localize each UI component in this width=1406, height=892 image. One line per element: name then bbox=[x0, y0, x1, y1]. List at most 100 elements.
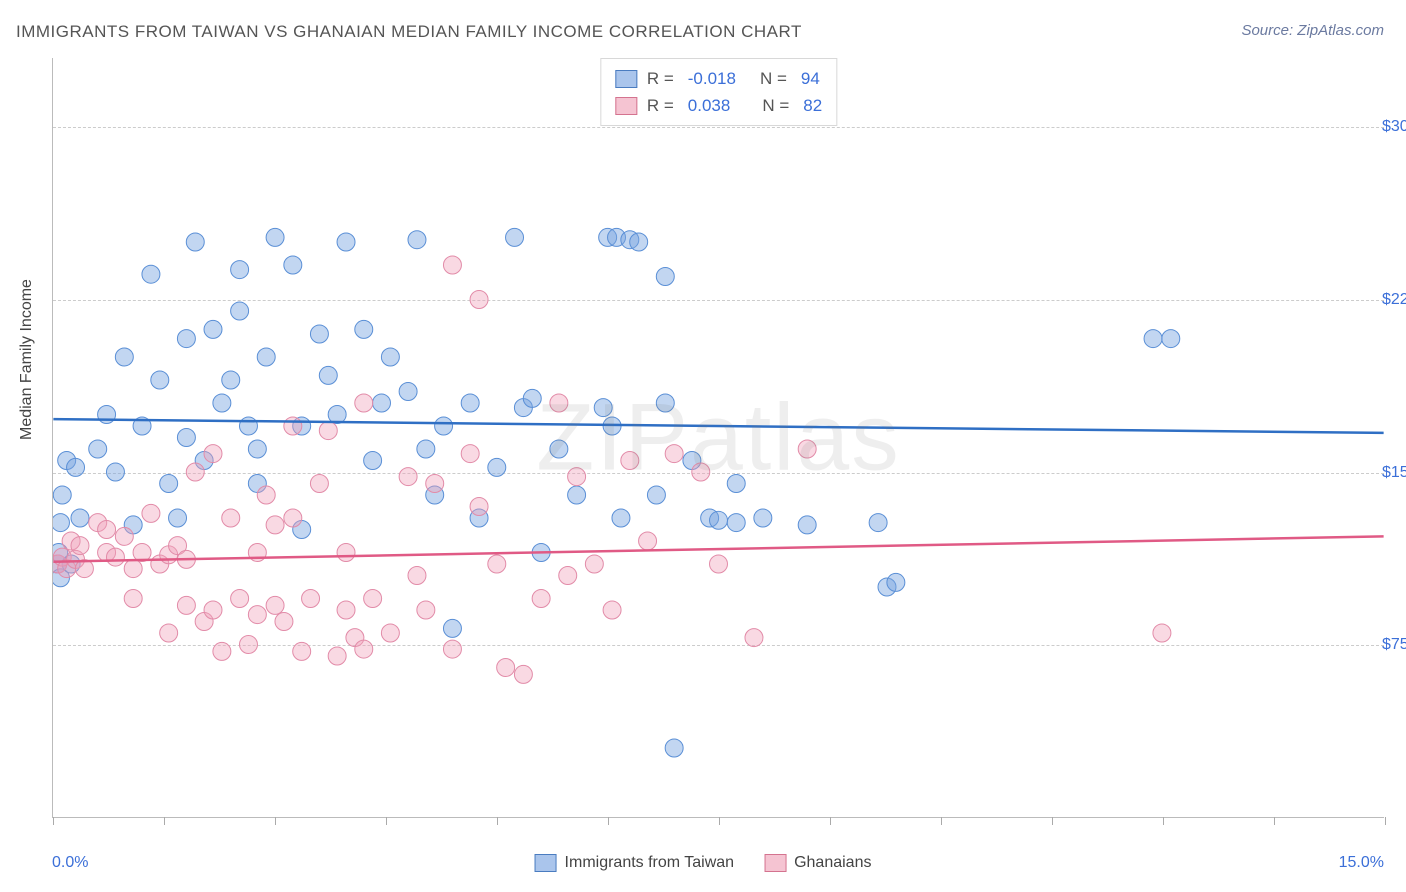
y-axis-label: Median Family Income bbox=[18, 279, 36, 440]
scatter-point bbox=[754, 509, 772, 527]
scatter-point bbox=[470, 498, 488, 516]
scatter-point bbox=[364, 590, 382, 608]
scatter-point bbox=[585, 555, 603, 573]
scatter-point bbox=[798, 516, 816, 534]
legend-stats-row-2: R =0.038 N =82 bbox=[615, 92, 822, 119]
scatter-point bbox=[328, 647, 346, 665]
scatter-point bbox=[319, 366, 337, 384]
scatter-point bbox=[727, 514, 745, 532]
scatter-point bbox=[630, 233, 648, 251]
scatter-point bbox=[67, 458, 85, 476]
x-tick bbox=[830, 817, 831, 825]
scatter-point bbox=[364, 452, 382, 470]
scatter-point bbox=[408, 567, 426, 585]
scatter-point bbox=[106, 463, 124, 481]
legend-item-1: Immigrants from Taiwan bbox=[535, 854, 735, 872]
scatter-point bbox=[160, 475, 178, 493]
scatter-point bbox=[115, 348, 133, 366]
scatter-point bbox=[266, 596, 284, 614]
scatter-point bbox=[435, 417, 453, 435]
scatter-point bbox=[266, 228, 284, 246]
scatter-point bbox=[523, 389, 541, 407]
scatter-point bbox=[266, 516, 284, 534]
x-tick bbox=[608, 817, 609, 825]
scatter-point bbox=[381, 348, 399, 366]
x-tick bbox=[275, 817, 276, 825]
x-tick bbox=[1385, 817, 1386, 825]
legend-stats: R =-0.018 N =94 R =0.038 N =82 bbox=[600, 58, 837, 126]
scatter-point bbox=[71, 537, 89, 555]
scatter-point bbox=[355, 394, 373, 412]
scatter-point bbox=[639, 532, 657, 550]
scatter-point bbox=[568, 486, 586, 504]
swatch-2-icon bbox=[615, 97, 637, 115]
scatter-point bbox=[177, 596, 195, 614]
scatter-point bbox=[532, 590, 550, 608]
n-value-2: 82 bbox=[803, 92, 822, 119]
scatter-point bbox=[550, 440, 568, 458]
scatter-point bbox=[310, 475, 328, 493]
scatter-point bbox=[443, 256, 461, 274]
scatter-point bbox=[710, 555, 728, 573]
swatch-taiwan-icon bbox=[535, 854, 557, 872]
scatter-point bbox=[71, 509, 89, 527]
r-value-2: 0.038 bbox=[688, 92, 731, 119]
legend-label-1: Immigrants from Taiwan bbox=[565, 854, 735, 872]
scatter-point bbox=[293, 642, 311, 660]
scatter-point bbox=[151, 371, 169, 389]
scatter-point bbox=[727, 475, 745, 493]
scatter-point bbox=[177, 429, 195, 447]
scatter-point bbox=[1153, 624, 1171, 642]
scatter-point bbox=[417, 601, 435, 619]
scatter-point bbox=[559, 567, 577, 585]
x-tick bbox=[1163, 817, 1164, 825]
swatch-1-icon bbox=[615, 70, 637, 88]
scatter-point bbox=[284, 509, 302, 527]
scatter-point bbox=[656, 394, 674, 412]
scatter-point bbox=[426, 475, 444, 493]
scatter-point bbox=[337, 544, 355, 562]
n-value-1: 94 bbox=[801, 65, 820, 92]
scatter-point bbox=[692, 463, 710, 481]
legend-label-2: Ghanaians bbox=[794, 854, 871, 872]
scatter-point bbox=[186, 463, 204, 481]
scatter-point bbox=[373, 394, 391, 412]
scatter-point bbox=[408, 231, 426, 249]
scatter-point bbox=[53, 486, 71, 504]
scatter-point bbox=[169, 509, 187, 527]
scatter-point bbox=[612, 509, 630, 527]
scatter-point bbox=[514, 665, 532, 683]
scatter-point bbox=[470, 291, 488, 309]
x-axis-label-right: 15.0% bbox=[1339, 854, 1384, 872]
scatter-point bbox=[745, 629, 763, 647]
scatter-point bbox=[239, 417, 257, 435]
scatter-point bbox=[355, 320, 373, 338]
x-tick bbox=[1274, 817, 1275, 825]
scatter-point bbox=[594, 399, 612, 417]
scatter-point bbox=[204, 320, 222, 338]
plot-area: ZIPatlas R =-0.018 N =94 R =0.038 N =82 … bbox=[52, 58, 1384, 818]
scatter-point bbox=[399, 383, 417, 401]
scatter-point bbox=[142, 265, 160, 283]
scatter-point bbox=[231, 590, 249, 608]
scatter-point bbox=[665, 445, 683, 463]
x-tick bbox=[719, 817, 720, 825]
scatter-point bbox=[257, 486, 275, 504]
scatter-point bbox=[869, 514, 887, 532]
scatter-point bbox=[284, 417, 302, 435]
scatter-point bbox=[115, 527, 133, 545]
scatter-point bbox=[222, 371, 240, 389]
legend-series: Immigrants from Taiwan Ghanaians bbox=[535, 854, 872, 872]
scatter-point bbox=[177, 330, 195, 348]
scatter-point bbox=[124, 560, 142, 578]
x-tick bbox=[1052, 817, 1053, 825]
scatter-point bbox=[204, 445, 222, 463]
scatter-point bbox=[798, 440, 816, 458]
scatter-point bbox=[231, 261, 249, 279]
scatter-point bbox=[399, 468, 417, 486]
scatter-point bbox=[98, 521, 116, 539]
scatter-point bbox=[443, 619, 461, 637]
x-tick bbox=[497, 817, 498, 825]
scatter-point bbox=[186, 233, 204, 251]
scatter-point bbox=[310, 325, 328, 343]
